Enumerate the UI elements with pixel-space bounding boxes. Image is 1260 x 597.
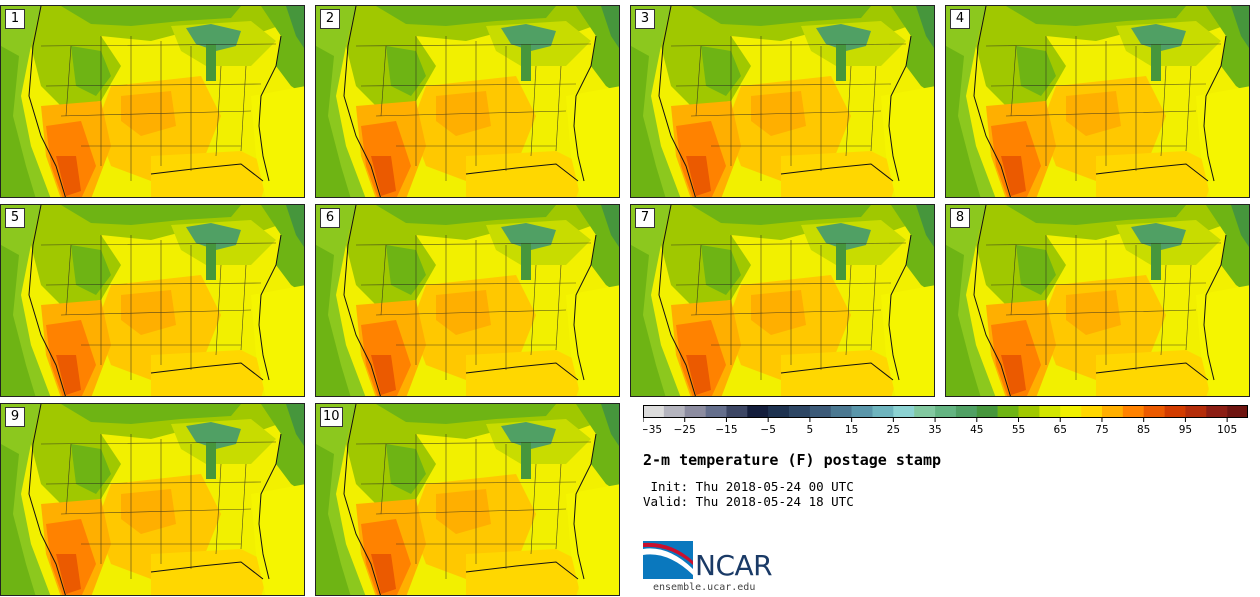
valid-time: Valid: Thu 2018-05-24 18 UTC: [643, 494, 854, 509]
colorbar-border: [643, 405, 1248, 418]
map-panel-10: 10: [315, 403, 620, 596]
colorbar-tick-label: −35: [643, 424, 662, 436]
colorbar-boxes: [643, 405, 1248, 418]
ncar-logo-text: NCAR: [695, 549, 773, 582]
temperature-map: [631, 205, 934, 396]
member-number-label: 10: [320, 407, 343, 427]
colorbar-tick-label: 75: [1095, 424, 1108, 436]
colorbar-box: [1060, 405, 1082, 418]
member-number-label: 3: [635, 9, 655, 29]
map-panel-1: 1: [0, 5, 305, 198]
colorbar-box: [1039, 405, 1061, 418]
colorbar-tick-label: −5: [760, 424, 775, 436]
colorbar-box: [1185, 405, 1207, 418]
colorbar-tick-label: 45: [970, 424, 983, 436]
colorbar-box: [830, 405, 852, 418]
member-number-label: 7: [635, 208, 655, 228]
map-panel-6: 6: [315, 204, 620, 397]
member-number-label: 1: [5, 9, 25, 29]
colorbar-box: [1018, 405, 1040, 418]
colorbar-box: [935, 405, 957, 418]
map-panel-8: 8: [945, 204, 1250, 397]
colorbar-tick-label: 85: [1137, 424, 1150, 436]
colorbar-box: [809, 405, 832, 418]
colorbar-box: [789, 405, 811, 418]
colorbar-box: [747, 405, 769, 418]
temperature-colorbar: −35−25−15−55152535455565758595105115: [643, 405, 1248, 436]
temperature-map: [1, 205, 304, 396]
map-panel-7: 7: [630, 204, 935, 397]
chart-title: 2-m temperature (F) postage stamp: [643, 451, 942, 469]
init-time: Init: Thu 2018-05-24 00 UTC: [643, 479, 854, 494]
temperature-map: [946, 205, 1249, 396]
colorbar-tick-label: 55: [1012, 424, 1025, 436]
colorbar-box: [1164, 405, 1186, 418]
temperature-map: [316, 6, 619, 197]
map-panel-9: 9: [0, 403, 305, 596]
colorbar-box: [1206, 405, 1228, 418]
colorbar-box: [1143, 405, 1165, 418]
colorbar-tick-label: 5: [807, 424, 814, 436]
colorbar-tick-label: 95: [1179, 424, 1192, 436]
colorbar-box: [1122, 405, 1144, 418]
colorbar-box: [705, 405, 727, 418]
ncar-url: ensemble.ucar.edu: [653, 582, 756, 593]
colorbar-box: [1081, 405, 1103, 418]
member-number-label: 4: [950, 9, 970, 29]
colorbar-box: [893, 405, 915, 418]
temperature-map: [1, 404, 304, 595]
temperature-map: [316, 205, 619, 396]
member-number-label: 6: [320, 208, 340, 228]
colorbar-box: [643, 405, 665, 418]
map-panel-2: 2: [315, 5, 620, 198]
ncar-logo-icon: [643, 541, 693, 579]
colorbar-tick-label: 35: [928, 424, 941, 436]
temperature-map: [316, 404, 619, 595]
member-number-label: 5: [5, 208, 25, 228]
colorbar-tick-label: 25: [887, 424, 900, 436]
colorbar-tick-label: −25: [674, 424, 696, 436]
colorbar-tick-label: 65: [1054, 424, 1067, 436]
member-number-label: 2: [320, 9, 340, 29]
colorbar-box: [851, 405, 873, 418]
colorbar-box: [663, 405, 686, 418]
temperature-map: [1, 6, 304, 197]
colorbar-box: [955, 405, 978, 418]
colorbar-box: [726, 405, 748, 418]
colorbar-box: [684, 405, 706, 418]
colorbar-box: [914, 405, 936, 418]
member-number-label: 9: [5, 407, 25, 427]
colorbar-tick-label: 15: [845, 424, 858, 436]
map-panel-5: 5: [0, 204, 305, 397]
colorbar-ticks: −35−25−15−55152535455565758595105115: [643, 418, 1237, 436]
temperature-map: [631, 6, 934, 197]
colorbar-tick-label: 105: [1217, 424, 1237, 436]
map-panel-4: 4: [945, 5, 1250, 198]
colorbar-box: [1227, 405, 1248, 418]
colorbar-box: [872, 405, 894, 418]
colorbar-box: [976, 405, 998, 418]
colorbar-box: [997, 405, 1019, 418]
temperature-map: [946, 6, 1249, 197]
colorbar-tick-label: −15: [715, 424, 737, 436]
member-number-label: 8: [950, 208, 970, 228]
colorbar-box: [768, 405, 790, 418]
colorbar-box: [1101, 405, 1124, 418]
map-panel-3: 3: [630, 5, 935, 198]
